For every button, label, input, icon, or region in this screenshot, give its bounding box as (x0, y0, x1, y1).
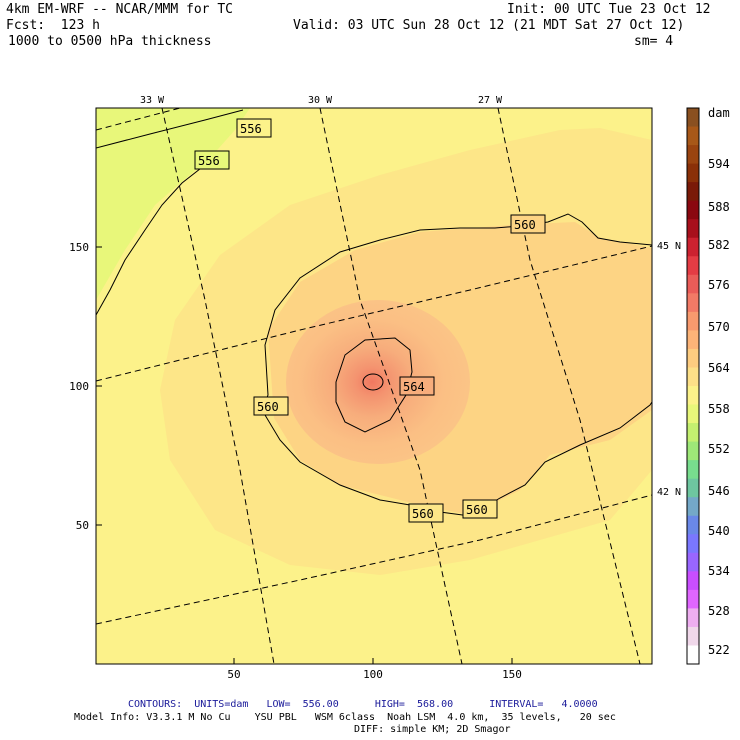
contour-label-556-b: 556 (194, 150, 230, 170)
colorbar-swatch (687, 478, 699, 498)
svg-text:556: 556 (240, 122, 262, 136)
colorbar-swatch (687, 645, 699, 665)
colorbar-swatch (687, 237, 699, 257)
colorbar-swatch (687, 293, 699, 313)
colorbar-swatch (687, 182, 699, 202)
x-axis-ticks: 50 100 150 (227, 658, 522, 681)
y-tick-50: 50 (76, 519, 89, 532)
smoothing-info: sm= 4 (634, 34, 674, 49)
colorbar-label-588: 588 (708, 200, 730, 214)
colorbar-swatch (687, 423, 699, 443)
lon-label-27w: 27 W (478, 95, 503, 106)
contour-label-560-a: 560 (510, 214, 546, 234)
contour-label-556-a: 556 (236, 118, 272, 138)
colorbar-swatch (687, 163, 699, 183)
svg-text:560: 560 (514, 218, 536, 232)
colorbar-swatch (687, 330, 699, 350)
contour-label-560-c: 560 (408, 503, 444, 523)
colorbar-label-534: 534 (708, 564, 730, 578)
colorbar-swatch (687, 126, 699, 146)
contour-560 (261, 213, 652, 517)
lat-label-42n: 42 N (657, 487, 681, 498)
contour-568 (362, 373, 384, 391)
colorbar-frame (686, 107, 700, 665)
colorbar-label-528: 528 (708, 604, 730, 618)
colorbar-swatch (687, 108, 699, 128)
colorbar-swatch (687, 626, 699, 646)
lat-label-45n: 45 N (657, 241, 681, 252)
colorbar-swatch (687, 145, 699, 165)
colorbar-labels: 594 588 582 576 570 564 558 552 546 540 … (708, 157, 730, 657)
colorbar-swatch (687, 497, 699, 517)
contour-label-560-d: 560 (462, 499, 498, 519)
colorbar-swatch (687, 534, 699, 554)
parallel-42n (96, 494, 652, 625)
lon-label-33w: 33 W (140, 95, 165, 106)
colorbar-swatch (687, 571, 699, 591)
geo-labels: 33 W 30 W 27 W 45 N 42 N (140, 95, 681, 498)
contour-label-560-b: 560 (253, 396, 289, 416)
meridian-33w (161, 108, 275, 664)
svg-text:560: 560 (466, 503, 488, 517)
colorbar-label-558: 558 (708, 402, 730, 416)
lat-lon-grid (96, 108, 652, 664)
shaded-field (96, 108, 652, 664)
colorbar-swatch (687, 200, 699, 220)
svg-text:560: 560 (412, 507, 434, 521)
colorbar-label-582: 582 (708, 238, 730, 252)
svg-text:564: 564 (403, 380, 425, 394)
colorbar-unit: dam (708, 106, 730, 120)
model-info: Model Info: V3.3.1 M No Cu YSU PBL WSM 6… (74, 712, 616, 723)
colorbar-swatch (687, 404, 699, 424)
svg-text:556: 556 (198, 154, 220, 168)
contour-label-boxes: 556 556 560 560 560 560 564 (194, 118, 546, 523)
contour-lines (96, 109, 652, 517)
colorbar-swatch (687, 386, 699, 406)
colorbar-label-522: 522 (708, 643, 730, 657)
colorbar-swatch (687, 367, 699, 387)
colorbar-label-570: 570 (708, 320, 730, 334)
y-tick-100: 100 (69, 380, 89, 393)
diffusion-info: DIFF: simple KM; 2D Smagor (354, 724, 511, 735)
contour-label-564: 564 (399, 376, 435, 396)
forecast-hour: Fcst: 123 h (6, 18, 100, 33)
colorbar-label-540: 540 (708, 524, 730, 538)
field-name: 1000 to 0500 hPa thickness (8, 34, 212, 49)
colorbar-swatch (687, 608, 699, 628)
colorbar-label-564: 564 (708, 361, 730, 375)
svg-text:560: 560 (257, 400, 279, 414)
x-tick-100: 100 (363, 668, 383, 681)
parallel-45n (96, 245, 652, 382)
colorbar-swatch (687, 311, 699, 331)
colorbar-label-552: 552 (708, 442, 730, 456)
colorbar-swatch (687, 441, 699, 461)
contour-556-a (96, 109, 244, 149)
colorbar-label-594: 594 (708, 157, 730, 171)
contour-info: CONTOURS: UNITS=dam LOW= 556.00 HIGH= 56… (128, 699, 598, 710)
colorbar-swatch (687, 256, 699, 276)
colorbar-swatch (687, 552, 699, 572)
colorbar (686, 107, 700, 665)
colorbar-swatch (687, 515, 699, 535)
valid-time: Valid: 03 UTC Sun 28 Oct 12 (21 MDT Sat … (293, 18, 685, 33)
init-time: Init: 00 UTC Tue 23 Oct 12 (507, 2, 711, 17)
y-axis-ticks: 150 100 50 (69, 241, 102, 532)
y-tick-150: 150 (69, 241, 89, 254)
x-tick-50: 50 (227, 668, 240, 681)
x-tick-150: 150 (502, 668, 522, 681)
model-title: 4km EM-WRF -- NCAR/MMM for TC (6, 2, 233, 17)
meridian-24w (96, 108, 181, 131)
shade-564-region (286, 300, 470, 464)
meridian-30w (319, 108, 463, 664)
colorbar-swatch (687, 460, 699, 480)
colorbar-swatch (687, 219, 699, 239)
colorbar-swatch (687, 348, 699, 368)
colorbar-swatch (687, 274, 699, 294)
colorbar-swatch (687, 589, 699, 609)
lon-label-30w: 30 W (308, 95, 333, 106)
colorbar-label-546: 546 (708, 484, 730, 498)
colorbar-label-576: 576 (708, 278, 730, 292)
